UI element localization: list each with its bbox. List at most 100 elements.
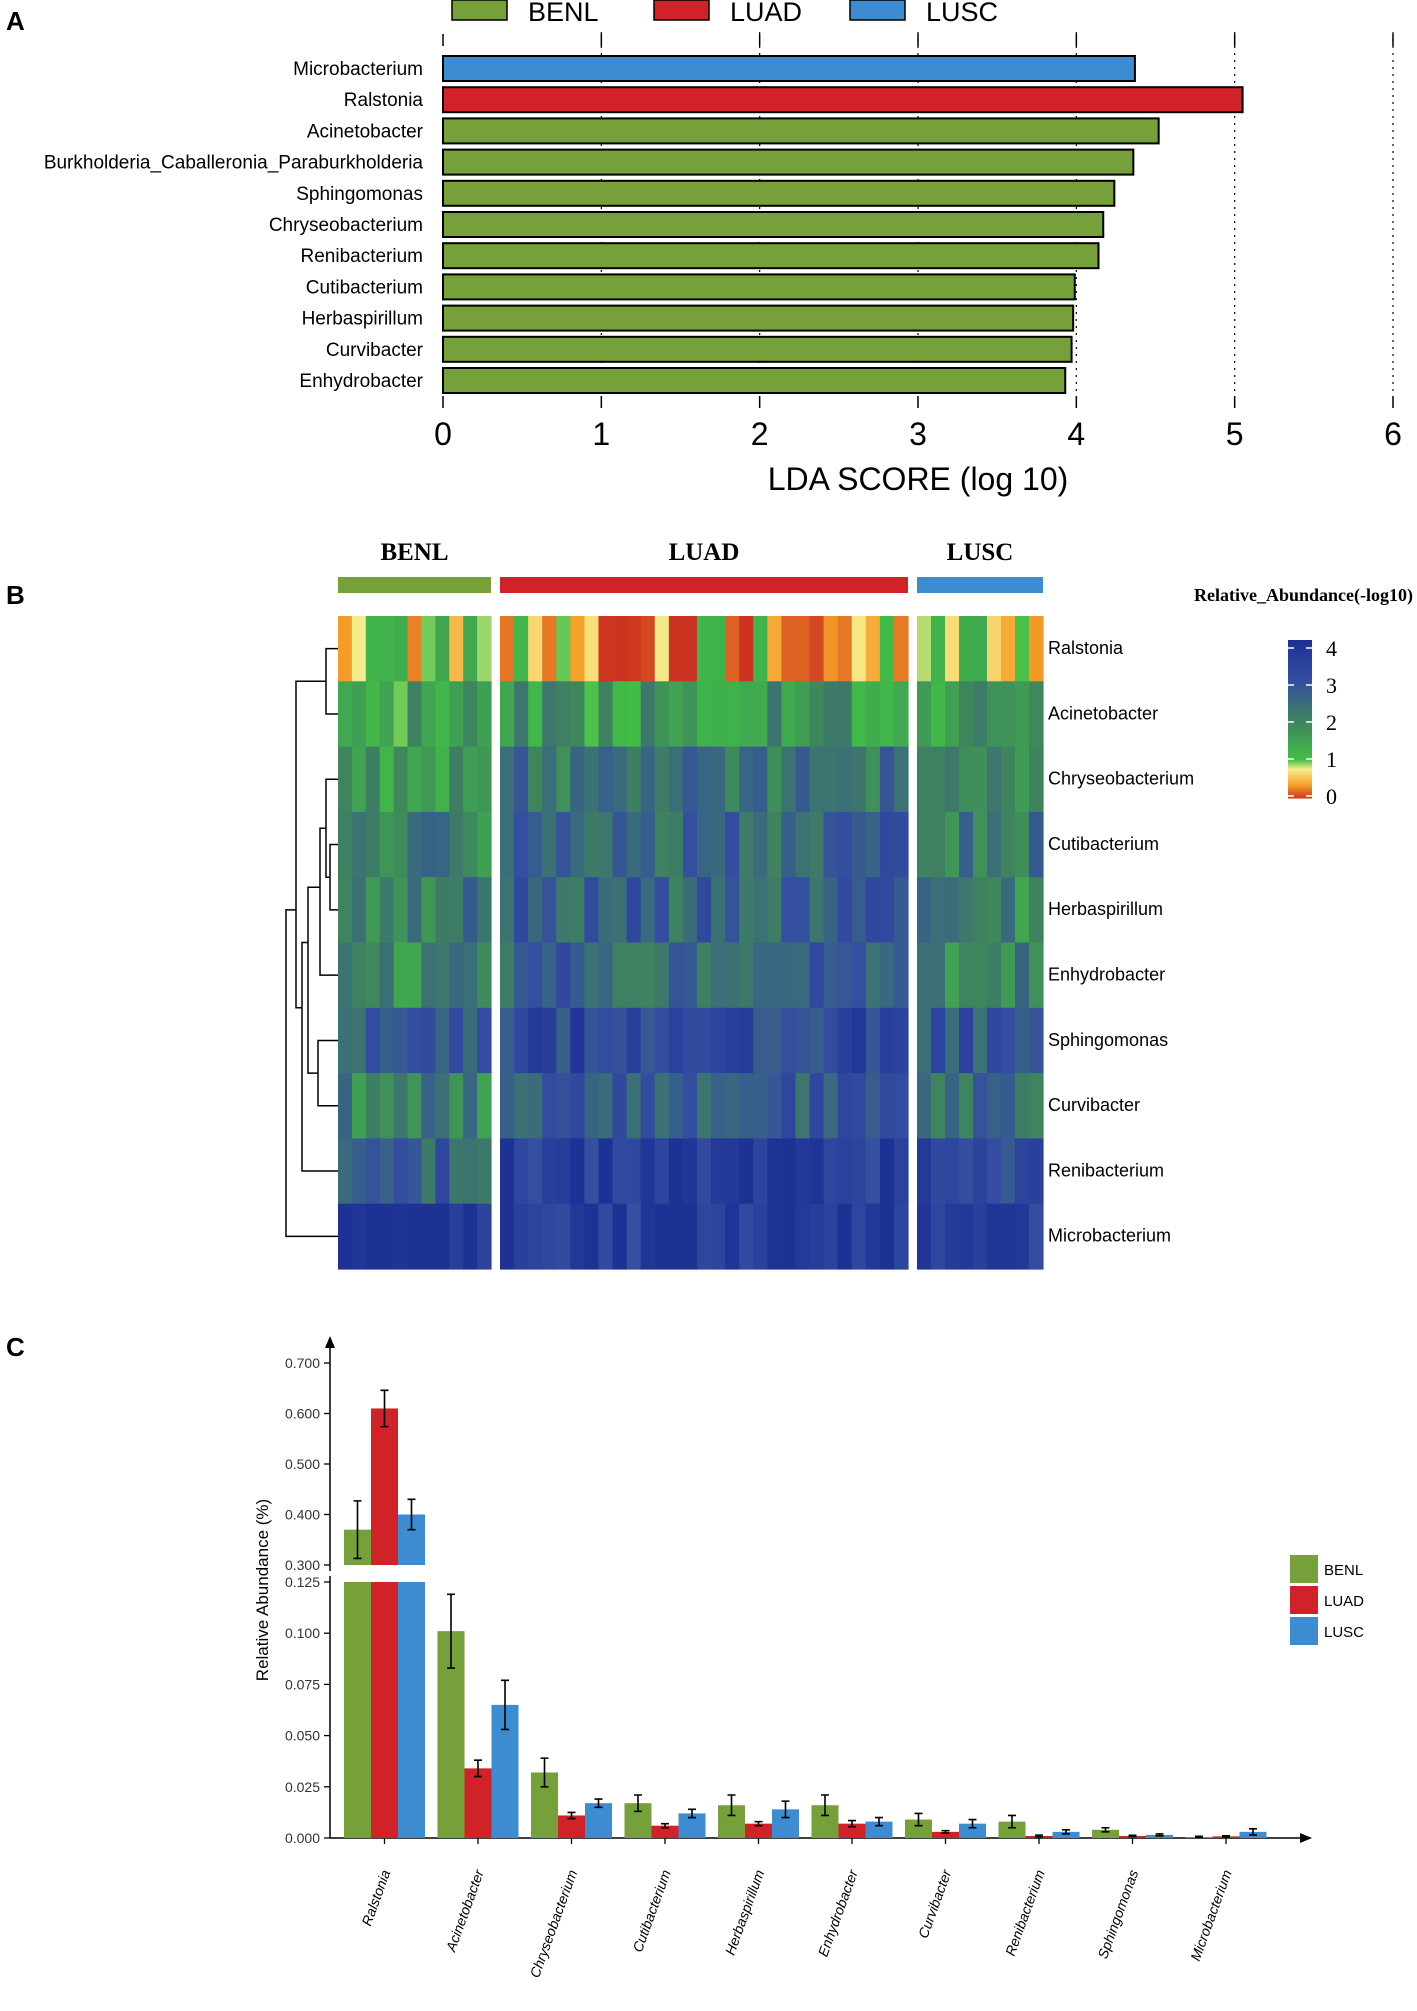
heatmap-cell — [514, 1073, 529, 1139]
heatmap-cell — [407, 616, 423, 682]
heatmap-cell — [598, 1203, 614, 1270]
heatmap-cell — [973, 616, 988, 682]
heatmap-cell — [945, 1203, 960, 1270]
heatmap-cell — [725, 746, 740, 813]
heatmap-cell — [514, 1138, 529, 1205]
heatmap-cell — [1015, 746, 1030, 813]
heatmap-cell — [879, 1007, 895, 1074]
panel-letter-b: B — [6, 580, 25, 610]
colorbar-step — [1288, 649, 1312, 653]
error-bar — [875, 1816, 883, 1827]
heatmap-cell — [1001, 1007, 1016, 1074]
heatmap-cell — [1015, 1073, 1030, 1139]
heatmap-cell — [809, 811, 825, 878]
heatmap-cell — [351, 746, 367, 813]
heatmap-cell — [556, 811, 571, 878]
heatmap-cell — [879, 877, 895, 944]
heatmap-cell — [945, 877, 960, 944]
heatmap-cell — [696, 811, 712, 878]
heatmap-cell — [851, 811, 867, 878]
heatmap-cell — [931, 1007, 946, 1074]
colorbar-step — [1288, 720, 1312, 724]
heatmap-cell — [973, 746, 988, 813]
heatmap-cell — [449, 681, 464, 748]
lda-category-label: Acinetobacter — [307, 121, 424, 142]
legend-label: LUAD — [1324, 1593, 1364, 1610]
heatmap-cell — [514, 681, 529, 748]
heatmap-cell — [959, 616, 974, 682]
colorbar-step — [1288, 768, 1312, 771]
heatmap-cell — [809, 616, 825, 682]
y-tick-label: 0.700 — [285, 1355, 320, 1371]
heatmap-cell — [379, 942, 395, 1009]
colorbar-step — [1288, 780, 1312, 783]
heatmap-cell — [365, 681, 381, 748]
error-bar — [1249, 1827, 1257, 1836]
dendrogram-link — [329, 843, 338, 911]
heatmap-cell — [463, 1138, 478, 1205]
colorbar-step — [1288, 740, 1312, 744]
heatmap-cell — [987, 1007, 1002, 1074]
heatmap-row-label: Enhydrobacter — [1048, 965, 1165, 985]
heatmap-cell — [959, 942, 974, 1009]
heatmap-cell — [338, 811, 353, 878]
heatmap-cell — [626, 681, 642, 748]
heatmap-cell — [640, 1007, 656, 1074]
x-category-label: Sphingomonas — [1094, 1868, 1141, 1961]
heatmap-cell — [823, 1073, 839, 1139]
heatmap-cell — [449, 811, 464, 878]
heatmap-cell — [668, 1007, 684, 1074]
error-bar — [1155, 1833, 1164, 1837]
heatmap-cell — [696, 1073, 712, 1139]
heatmap-cell — [379, 811, 395, 878]
heatmap-cell — [917, 942, 932, 1009]
heatmap-cell — [781, 1073, 797, 1139]
heatmap-cell — [725, 942, 740, 1009]
colorbar-step — [1288, 697, 1312, 700]
heatmap-cell — [696, 616, 712, 682]
heatmap-cell — [1001, 616, 1016, 682]
y-tick-label: 0.300 — [285, 1557, 320, 1573]
heatmap-cell — [338, 877, 353, 944]
heatmap-cell — [435, 811, 450, 878]
heatmap-cell — [668, 746, 684, 813]
heatmap-cell — [365, 1203, 381, 1270]
heatmap-cell — [725, 681, 740, 748]
heatmap-cell — [570, 1073, 586, 1139]
colorbar-step — [1288, 653, 1312, 657]
heatmap-cell — [542, 616, 557, 682]
heatmap-cell — [725, 1007, 740, 1074]
colorbar-step — [1288, 695, 1312, 698]
heatmap-cell — [753, 1007, 768, 1074]
heatmap-cell — [945, 616, 960, 682]
heatmap-cell — [696, 877, 712, 944]
heatmap-row-label: Curvibacter — [1048, 1095, 1140, 1115]
lda-category-label: Curvibacter — [326, 340, 424, 361]
heatmap-cell — [500, 811, 515, 878]
colorbar-step — [1288, 770, 1312, 773]
colorbar-step — [1288, 701, 1312, 704]
heatmap-cell — [640, 1073, 656, 1139]
heatmap-cell — [612, 1007, 628, 1074]
heatmap-cell — [739, 616, 754, 682]
heatmap-cell — [556, 1203, 571, 1270]
heatmap-cell — [879, 1203, 895, 1270]
heatmap-cell — [711, 811, 726, 878]
heatmap-cell — [421, 616, 436, 682]
dendrogram-link — [319, 827, 338, 976]
heatmap-cell — [767, 1138, 782, 1205]
heatmap-cell — [879, 681, 895, 748]
heatmap-cell — [528, 746, 543, 813]
heatmap-cell — [477, 746, 492, 813]
abundance-bar — [398, 1582, 425, 1838]
heatmap-cell — [612, 811, 628, 878]
colorbar-step — [1288, 669, 1312, 673]
lda-bar — [442, 211, 1105, 238]
heatmap-cell — [570, 811, 586, 878]
abundance-bar — [959, 1823, 986, 1838]
heatmap-cell — [711, 746, 726, 813]
colorbar-step — [1288, 719, 1312, 722]
heatmap-cell — [753, 616, 768, 682]
colorbar-tick-label: 2 — [1326, 710, 1337, 735]
colorbar-step — [1288, 675, 1312, 679]
